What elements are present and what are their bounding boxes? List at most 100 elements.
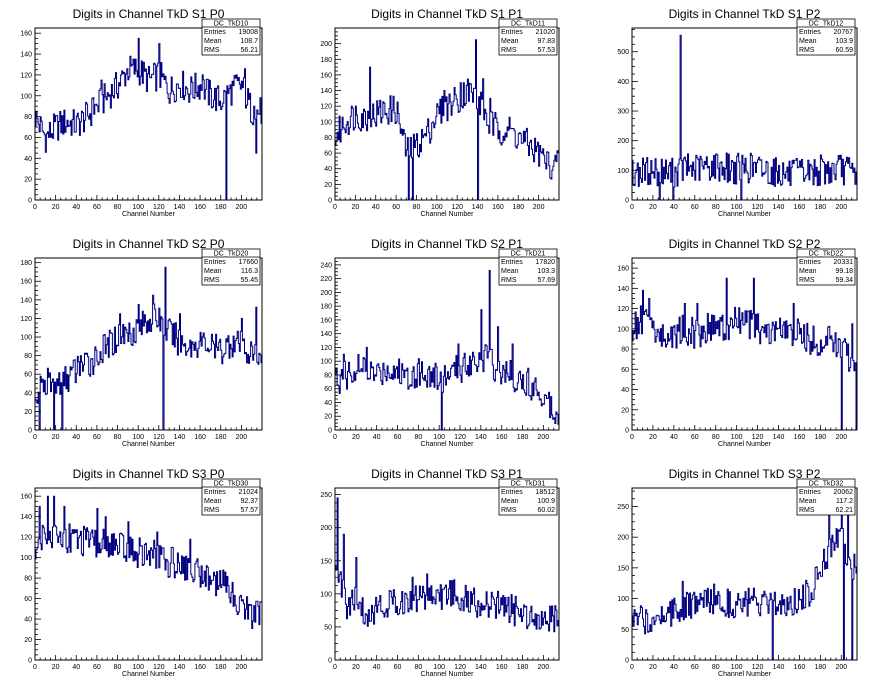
- stats-name: DC_TkD22: [809, 251, 844, 258]
- stats-value: 117.2: [836, 498, 853, 505]
- x-tick-label: 0: [333, 434, 337, 441]
- plot-frame: [334, 487, 560, 661]
- y-tick-label: 0: [625, 198, 629, 205]
- x-tick-label: 20: [352, 664, 360, 671]
- x-axis-label: Channel Number: [421, 671, 475, 678]
- stats-label: Mean: [204, 498, 222, 505]
- x-tick-label: 140: [773, 204, 785, 211]
- stats-value: 17660: [239, 259, 259, 266]
- histogram-line: [632, 496, 857, 661]
- x-tick-label: 160: [496, 434, 508, 441]
- stats-label: Mean: [204, 38, 222, 45]
- stats-value: 20767: [834, 29, 854, 36]
- x-tick-label: 160: [194, 204, 206, 211]
- y-tick-label: 400: [617, 79, 629, 86]
- x-tick-label: 80: [712, 204, 720, 211]
- chart-title: Digits in Channel TkD S2 P1: [371, 237, 523, 251]
- y-tick-label: 300: [617, 109, 629, 116]
- y-tick-label: 20: [24, 409, 32, 416]
- y-tick-label: 200: [617, 535, 629, 542]
- x-tick-label: 140: [475, 434, 487, 441]
- stats-label: Mean: [204, 268, 222, 275]
- stats-label: Mean: [799, 498, 817, 505]
- y-tick-label: 120: [20, 535, 32, 542]
- stats-label: Entries: [501, 489, 523, 496]
- y-tick-label: 200: [320, 290, 332, 297]
- x-tick-label: 120: [752, 434, 764, 441]
- x-tick-label: 200: [835, 434, 847, 441]
- x-tick-label: 60: [93, 434, 101, 441]
- y-tick-label: 80: [24, 114, 32, 121]
- x-tick-label: 20: [649, 664, 657, 671]
- x-tick-label: 160: [492, 204, 504, 211]
- stats-name: DC_TkD10: [214, 21, 249, 28]
- stats-value: 56.21: [240, 47, 258, 54]
- x-tick-label: 60: [394, 434, 402, 441]
- stats-value: 103.9: [835, 38, 853, 45]
- x-tick-label: 200: [236, 434, 248, 441]
- histogram-panel: Digits in Channel TkD S2 P0 0 20 40 60 80 100 1…: [20, 237, 263, 448]
- stats-value: 100.9: [537, 498, 555, 505]
- y-tick-label: 160: [20, 31, 32, 38]
- stats-value: 103.3: [537, 268, 555, 275]
- histogram-panel: Digits in Channel TkD S2 P2 0 20 40 60 80 100 1…: [617, 237, 858, 448]
- stats-label: RMS: [799, 277, 815, 284]
- histogram-line: [335, 39, 559, 201]
- y-tick-label: 100: [617, 596, 629, 603]
- histogram-line: [35, 37, 262, 201]
- x-tick-label: 120: [454, 664, 466, 671]
- stats-box-frame: [498, 478, 558, 516]
- y-tick-label: 160: [20, 494, 32, 501]
- x-tick-label: 160: [794, 204, 806, 211]
- x-tick-label: 60: [691, 664, 699, 671]
- y-tick-label: 0: [328, 198, 332, 205]
- y-tick-label: 140: [320, 88, 332, 95]
- x-tick-label: 140: [472, 204, 484, 211]
- y-tick-label: 180: [320, 304, 332, 311]
- x-tick-label: 100: [132, 434, 144, 441]
- x-tick-label: 140: [773, 434, 785, 441]
- y-tick-label: 150: [320, 558, 332, 565]
- x-tick-label: 200: [538, 664, 550, 671]
- chart-title: Digits in Channel TkD S3 P0: [73, 467, 225, 481]
- stats-value: 21020: [536, 29, 556, 36]
- x-tick-label: 100: [132, 664, 144, 671]
- y-tick-label: 250: [320, 492, 332, 499]
- x-axis-label: Channel Number: [122, 671, 176, 678]
- y-tick-label: 80: [24, 576, 32, 583]
- stats-name: DC_TkD31: [511, 481, 546, 488]
- x-tick-label: 40: [373, 664, 381, 671]
- y-tick-label: 40: [24, 390, 32, 397]
- y-tick-label: 120: [320, 104, 332, 111]
- y-tick-label: 120: [320, 345, 332, 352]
- stats-label: Mean: [799, 38, 817, 45]
- histogram-line: [35, 495, 262, 629]
- y-tick-label: 40: [24, 156, 32, 163]
- x-axis-label: Channel Number: [718, 211, 772, 218]
- x-tick-label: 60: [691, 204, 699, 211]
- histogram-panel: Digits in Channel TkD S1 P1 0 20 40 60 80 100 1…: [320, 7, 560, 218]
- y-tick-label: 100: [20, 335, 32, 342]
- y-tick-label: 100: [320, 591, 332, 598]
- stats-label: RMS: [204, 277, 220, 284]
- x-tick-label: 120: [153, 434, 165, 441]
- y-tick-label: 60: [24, 596, 32, 603]
- stats-label: Entries: [799, 489, 821, 496]
- y-tick-label: 80: [621, 347, 629, 354]
- x-tick-label: 40: [670, 434, 678, 441]
- y-tick-label: 160: [320, 72, 332, 79]
- x-tick-label: 20: [52, 664, 60, 671]
- y-tick-label: 200: [617, 138, 629, 145]
- x-tick-label: 100: [431, 204, 443, 211]
- x-tick-label: 140: [174, 434, 186, 441]
- x-tick-label: 40: [72, 664, 80, 671]
- histogram-panel: Digits in Channel TkD S3 P0 0 20 40 60 80 100 1…: [20, 467, 263, 678]
- chart-title: Digits in Channel TkD S1 P2: [669, 7, 821, 21]
- x-tick-label: 180: [215, 204, 227, 211]
- x-tick-label: 40: [72, 434, 80, 441]
- y-tick-label: 100: [320, 359, 332, 366]
